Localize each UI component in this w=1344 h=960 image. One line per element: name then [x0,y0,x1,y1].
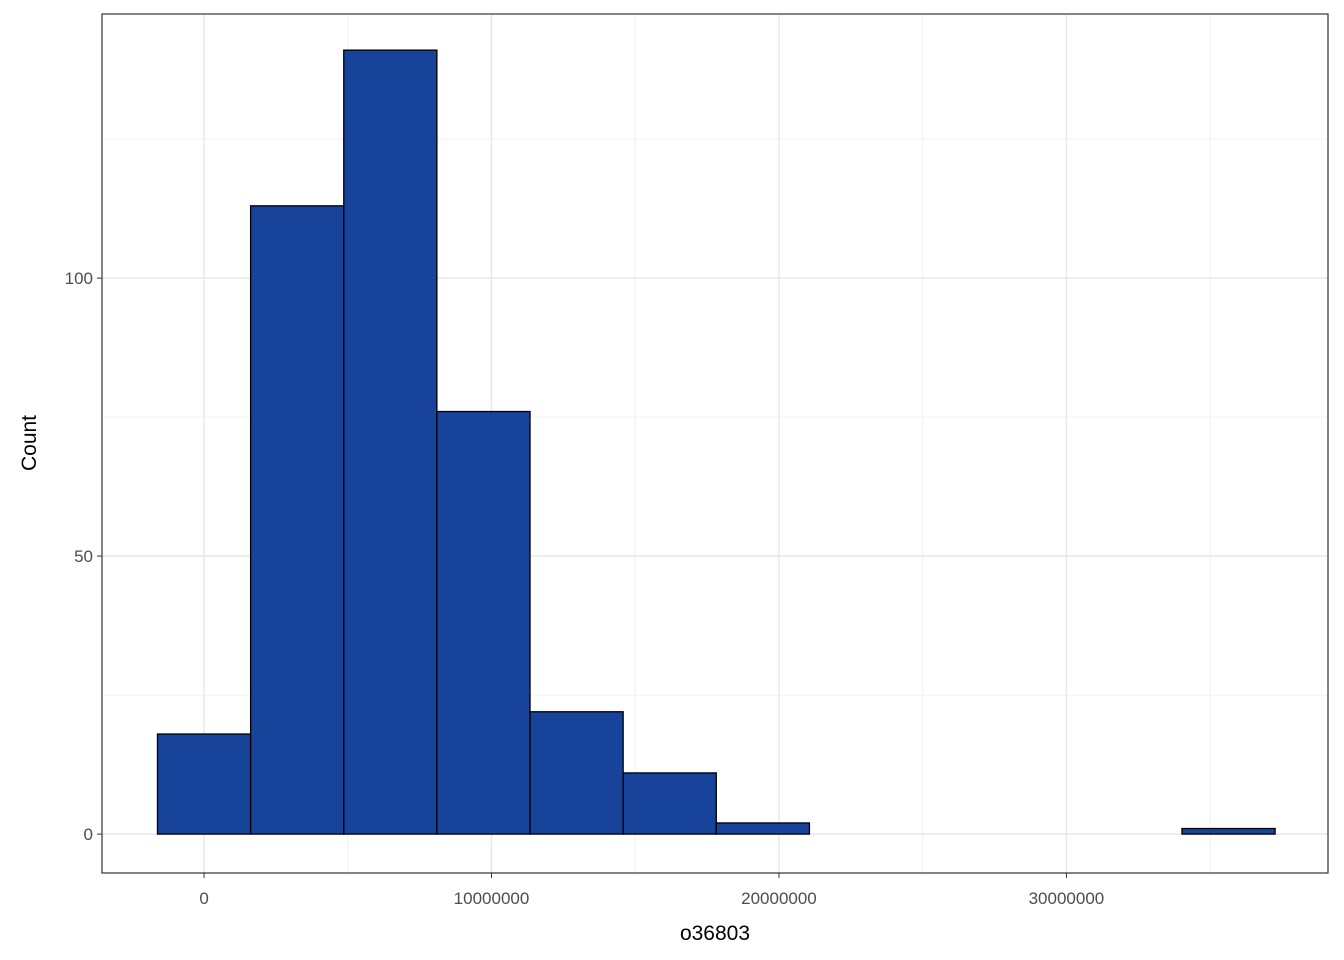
x-tick-label: 30000000 [1029,889,1105,908]
y-axis-title: Count [18,415,41,471]
x-tick-label: 20000000 [741,889,817,908]
x-tick-label: 10000000 [454,889,530,908]
y-tick-label: 0 [84,825,93,844]
bar [1181,827,1276,835]
bar [156,733,252,835]
axes: 0 50 100 0 10000000 20000000 30000000 [65,269,1105,908]
bar [715,822,811,835]
bar [622,772,717,835]
y-tick-label: 50 [74,547,93,566]
bar [249,205,345,835]
bar [436,410,531,835]
bars [156,49,1276,835]
bar [343,49,438,835]
panel-border [101,13,1329,874]
x-tick-label: 0 [199,889,208,908]
x-axis-title: o36803 [680,922,750,945]
y-tick-label: 100 [65,269,93,288]
bar [529,711,624,835]
